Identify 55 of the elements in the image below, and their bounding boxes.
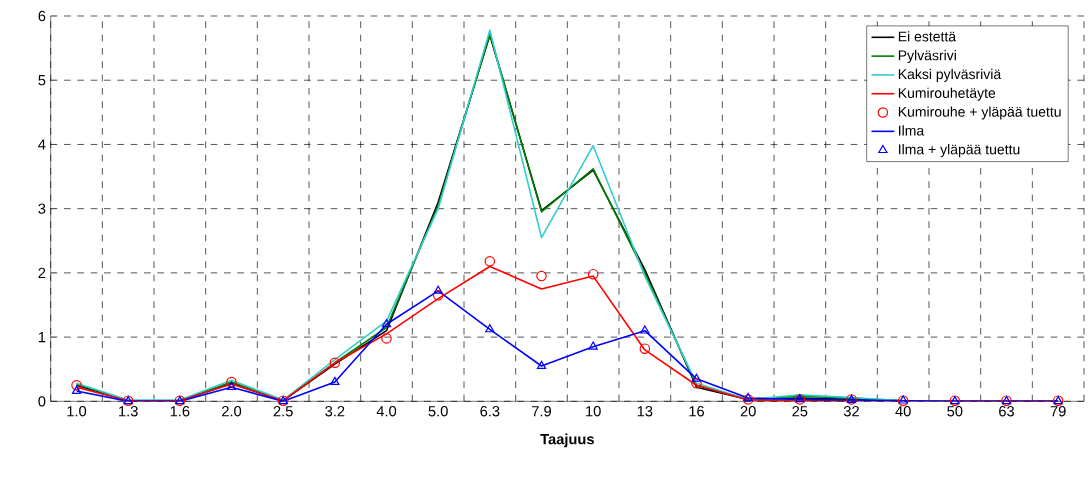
point [329, 357, 341, 369]
legend-label: Kumirouhetäyte [898, 87, 996, 101]
legend-label: Ilma [899, 125, 925, 136]
point [485, 324, 495, 333]
point [691, 373, 702, 382]
point [640, 325, 650, 334]
point [71, 380, 82, 391]
legend-label: Ei estettä [898, 31, 957, 42]
x-tick-label: 50 [947, 406, 963, 417]
point [433, 285, 443, 294]
point [330, 376, 340, 385]
y-tick-label: 6 [38, 10, 46, 22]
x-tick-label: 7.9 [532, 406, 552, 417]
x-tick-label: 13 [637, 406, 653, 417]
x-tick-label: 20 [740, 406, 756, 417]
point [226, 381, 237, 391]
x-tick-label: 6.3 [480, 406, 500, 417]
legend-label: Pylväsrivi [898, 50, 956, 64]
point [381, 333, 392, 344]
x-axis-title: Taajuus [540, 433, 594, 448]
y-tick-label: 0 [38, 396, 46, 407]
point [536, 360, 547, 369]
x-tick-label: 1.0 [67, 406, 87, 417]
x-tick-label: 32 [843, 406, 859, 417]
y-tick-label: 5 [38, 75, 46, 86]
y-tick-label: 1 [38, 332, 46, 343]
point [691, 378, 702, 389]
y-tick-label: 3 [38, 203, 46, 214]
point [588, 341, 598, 350]
point [381, 318, 392, 328]
x-tick-label: 16 [689, 406, 705, 417]
x-tick-label: 25 [792, 406, 808, 417]
point [226, 376, 237, 388]
legend-label: Kumirouhe + yläpää tuettu [898, 106, 1061, 120]
x-tick-label: 63 [999, 406, 1014, 417]
point [432, 290, 444, 301]
x-tick-label: 2.5 [273, 406, 293, 417]
y-tick-label: 4 [38, 139, 46, 150]
x-tick-label: 2.0 [222, 406, 242, 417]
x-tick-label: 4.0 [376, 406, 397, 417]
legend-label: Ilma + yläpää tuettu [899, 144, 1020, 158]
x-tick-label: 3.2 [325, 406, 345, 417]
legend-label: Kaksi pylväsriviä [898, 68, 1002, 82]
x-tick-label: 40 [895, 406, 911, 417]
point [71, 385, 82, 394]
x-tick-label: 10 [586, 406, 601, 417]
x-tick-label: 5.0 [428, 406, 448, 417]
x-tick-label: 79 [1050, 406, 1066, 417]
point [484, 256, 496, 267]
point [536, 270, 547, 282]
point [587, 268, 599, 280]
x-tick-label: 1.6 [170, 406, 190, 417]
y-tick-label: 2 [38, 267, 46, 278]
x-tick-label: 1.3 [119, 406, 138, 417]
point [639, 343, 651, 354]
